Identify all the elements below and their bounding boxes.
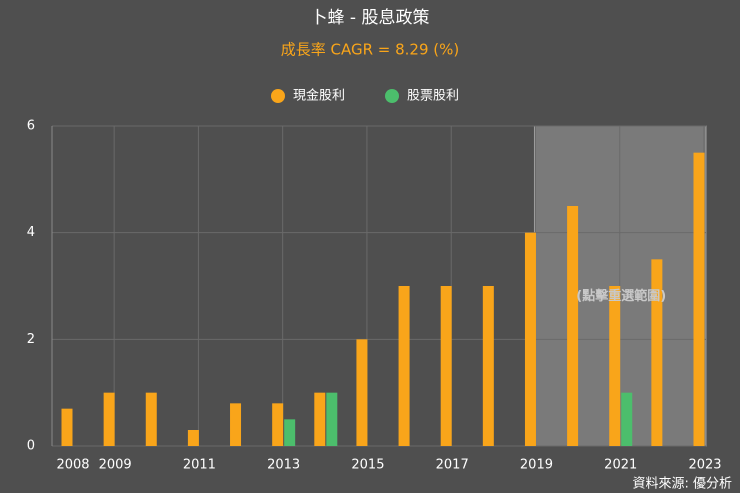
y-tick-label: 6 — [27, 119, 35, 134]
legend-label[interactable]: 股票股利 — [407, 89, 459, 104]
bar — [693, 152, 705, 446]
y-tick-label: 2 — [27, 332, 35, 347]
bar — [326, 392, 338, 446]
bar — [61, 408, 73, 446]
bar — [567, 206, 579, 446]
bar — [524, 232, 536, 446]
x-tick-label: 2011 — [183, 458, 216, 473]
bar — [356, 339, 368, 446]
x-tick-label: 2008 — [56, 458, 89, 473]
x-tick-label: 2015 — [351, 458, 384, 473]
bar — [145, 392, 157, 446]
x-tick-label: 2021 — [604, 458, 637, 473]
bar — [440, 286, 452, 446]
selection-label[interactable]: (點擊重選範圍) — [576, 288, 666, 304]
bar — [398, 286, 410, 446]
legend-marker[interactable] — [271, 89, 285, 103]
chart-title: 卜蜂 - 股息政策 — [311, 8, 430, 28]
bar — [651, 259, 663, 446]
bar — [482, 286, 494, 446]
x-tick-label: 2009 — [99, 458, 132, 473]
legend-marker[interactable] — [385, 89, 399, 103]
x-tick-label: 2013 — [267, 458, 300, 473]
bar — [230, 403, 242, 446]
x-tick-label: 2023 — [688, 458, 721, 473]
y-tick-label: 0 — [27, 439, 35, 454]
y-tick-label: 4 — [27, 225, 35, 240]
x-tick-label: 2017 — [436, 458, 469, 473]
source: 資料來源: 優分析 — [632, 477, 732, 492]
legend-label[interactable]: 現金股利 — [293, 88, 345, 104]
bar — [284, 419, 296, 446]
bar — [103, 392, 115, 446]
bar — [187, 430, 199, 446]
chart-subtitle: 成長率 CAGR = 8.29 (%) — [281, 41, 460, 59]
bar — [314, 392, 326, 446]
bar — [272, 403, 284, 446]
x-tick-label: 2019 — [520, 458, 553, 473]
bar — [621, 392, 633, 446]
bar — [609, 286, 621, 446]
